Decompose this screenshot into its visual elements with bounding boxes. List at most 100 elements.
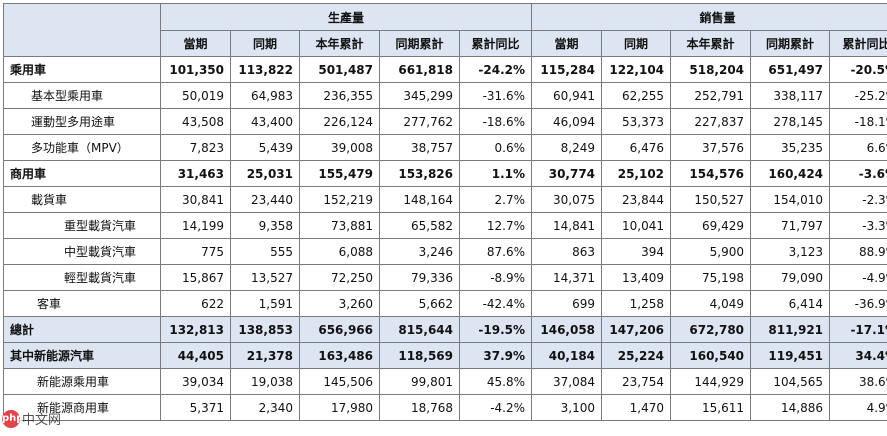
table-cell: 15,867: [160, 264, 231, 291]
table-cell: -25.2%: [829, 82, 887, 109]
table-row: 基本型乘用車 50,019 64,983 236,355 345,299 -31.6% 60…: [3, 82, 887, 109]
table-cell: -17.1%: [829, 316, 887, 343]
table-cell: 113,822: [230, 56, 300, 83]
table-cell: 132,813: [160, 316, 231, 343]
statistics-table: 生產量 銷售量 當期 同期 本年累計 同期累計 累計同比 當期 同期 本年累計 …: [3, 3, 887, 421]
table-cell: 25,224: [601, 342, 672, 369]
table-cell: 60,941: [531, 82, 603, 109]
table-cell: 38,757: [379, 134, 460, 161]
table-cell: 43,400: [230, 108, 300, 135]
table-cell: 30,774: [531, 160, 603, 187]
table-cell: 815,644: [379, 316, 460, 343]
table-cell: 62,255: [601, 82, 672, 109]
row-label: 新能源商用車: [3, 394, 161, 421]
table-cell: 3,260: [299, 290, 380, 317]
table-cell: 146,058: [531, 316, 603, 343]
column-header: 當期: [160, 30, 231, 57]
column-header: 累計同比: [829, 30, 887, 57]
column-header: 本年累計: [299, 30, 380, 57]
table-cell: 71,797: [750, 212, 831, 239]
table-cell: 5,662: [379, 290, 460, 317]
table-cell: 40,184: [531, 342, 603, 369]
table-cell: 138,853: [230, 316, 300, 343]
table-cell: 672,780: [670, 316, 752, 343]
table-cell: 699: [531, 290, 603, 317]
table-cell: 14,841: [531, 212, 603, 239]
table-row: 重型載貨汽車 14,199 9,358 73,881 65,582 12.7% 14,841…: [3, 212, 887, 239]
table-cell: 863: [531, 238, 603, 265]
table-cell: 39,008: [299, 134, 380, 161]
table-cell: 345,299: [379, 82, 460, 109]
table-cell: 0.6%: [458, 134, 533, 161]
table-cell: -20.5%: [829, 56, 887, 83]
column-header: 當期: [531, 30, 603, 57]
table-row: 多功能車（MPV） 7,823 5,439 39,008 38,757 0.6% 8,249…: [3, 134, 887, 161]
table-cell: 31,463: [160, 160, 231, 187]
table-cell: 160,424: [750, 160, 831, 187]
table-cell: 25,031: [230, 160, 300, 187]
table-row: 商用車 31,463 25,031 155,479 153,826 1.1% 30,774 2…: [3, 160, 887, 187]
table-row: 其中新能源汽車 44,405 21,378 163,486 118,569 37.9% 40…: [3, 342, 887, 369]
table-cell: 7,823: [160, 134, 231, 161]
corner-cell: [3, 3, 161, 57]
table-cell: 14,371: [531, 264, 603, 291]
table-cell: -31.6%: [458, 82, 533, 109]
table-cell: 252,791: [670, 82, 752, 109]
table-cell: 394: [601, 238, 672, 265]
table-cell: 104,565: [750, 368, 831, 395]
table-cell: 87.6%: [458, 238, 533, 265]
table-cell: 37.9%: [458, 342, 533, 369]
column-header: 同期: [601, 30, 672, 57]
row-label: 運動型多用途車: [3, 108, 161, 135]
table-cell: 23,754: [601, 368, 672, 395]
table-cell: 154,010: [750, 186, 831, 213]
table-cell: 23,440: [230, 186, 300, 213]
table-cell: 13,409: [601, 264, 672, 291]
row-label: 重型載貨汽車: [3, 212, 161, 239]
header-group-row: 生產量 銷售量: [3, 3, 887, 57]
table-cell: -3.6%: [829, 160, 887, 187]
table-cell: 119,451: [750, 342, 831, 369]
table-cell: 6,414: [750, 290, 831, 317]
table-cell: 19,038: [230, 368, 300, 395]
table-cell: 6.6%: [829, 134, 887, 161]
table-cell: 8,249: [531, 134, 603, 161]
table-cell: -8.9%: [458, 264, 533, 291]
table-cell: -24.2%: [458, 56, 533, 83]
table-cell: 72,250: [299, 264, 380, 291]
table-cell: 18,768: [379, 394, 460, 421]
watermark-text: 中文网: [22, 413, 62, 428]
row-label: 乘用車: [3, 56, 161, 83]
table-cell: 73,881: [299, 212, 380, 239]
table-cell: 3,100: [531, 394, 603, 421]
table-cell: 43,508: [160, 108, 231, 135]
row-label: 新能源乘用車: [3, 368, 161, 395]
table-cell: 145,506: [299, 368, 380, 395]
row-label: 基本型乘用車: [3, 82, 161, 109]
table-cell: 811,921: [750, 316, 831, 343]
table-cell: 501,487: [299, 56, 380, 83]
table-cell: 44,405: [160, 342, 231, 369]
table-cell: 37,084: [531, 368, 603, 395]
table-cell: 37,576: [670, 134, 752, 161]
table-cell: 14,199: [160, 212, 231, 239]
table-cell: 3,123: [750, 238, 831, 265]
table-cell: 15,611: [670, 394, 752, 421]
column-header: 同期累計: [379, 30, 460, 57]
table-cell: 39,034: [160, 368, 231, 395]
table-cell: 69,429: [670, 212, 752, 239]
table-cell: 99,801: [379, 368, 460, 395]
row-label: 輕型載貨汽車: [3, 264, 161, 291]
table-cell: 2.7%: [458, 186, 533, 213]
table-cell: -19.5%: [458, 316, 533, 343]
table-cell: 30,841: [160, 186, 231, 213]
table-row: 中型載貨汽車 775 555 6,088 3,246 87.6% 863 394 5,900 3,…: [3, 238, 887, 265]
table-cell: -18.1%: [829, 108, 887, 135]
table-cell: 338,117: [750, 82, 831, 109]
table-cell: 1,470: [601, 394, 672, 421]
column-header: 同期累計: [750, 30, 831, 57]
table-cell: 4,049: [670, 290, 752, 317]
production-group-header: 生產量: [159, 3, 533, 31]
table-cell: 163,486: [299, 342, 380, 369]
table-cell: 1,591: [230, 290, 300, 317]
